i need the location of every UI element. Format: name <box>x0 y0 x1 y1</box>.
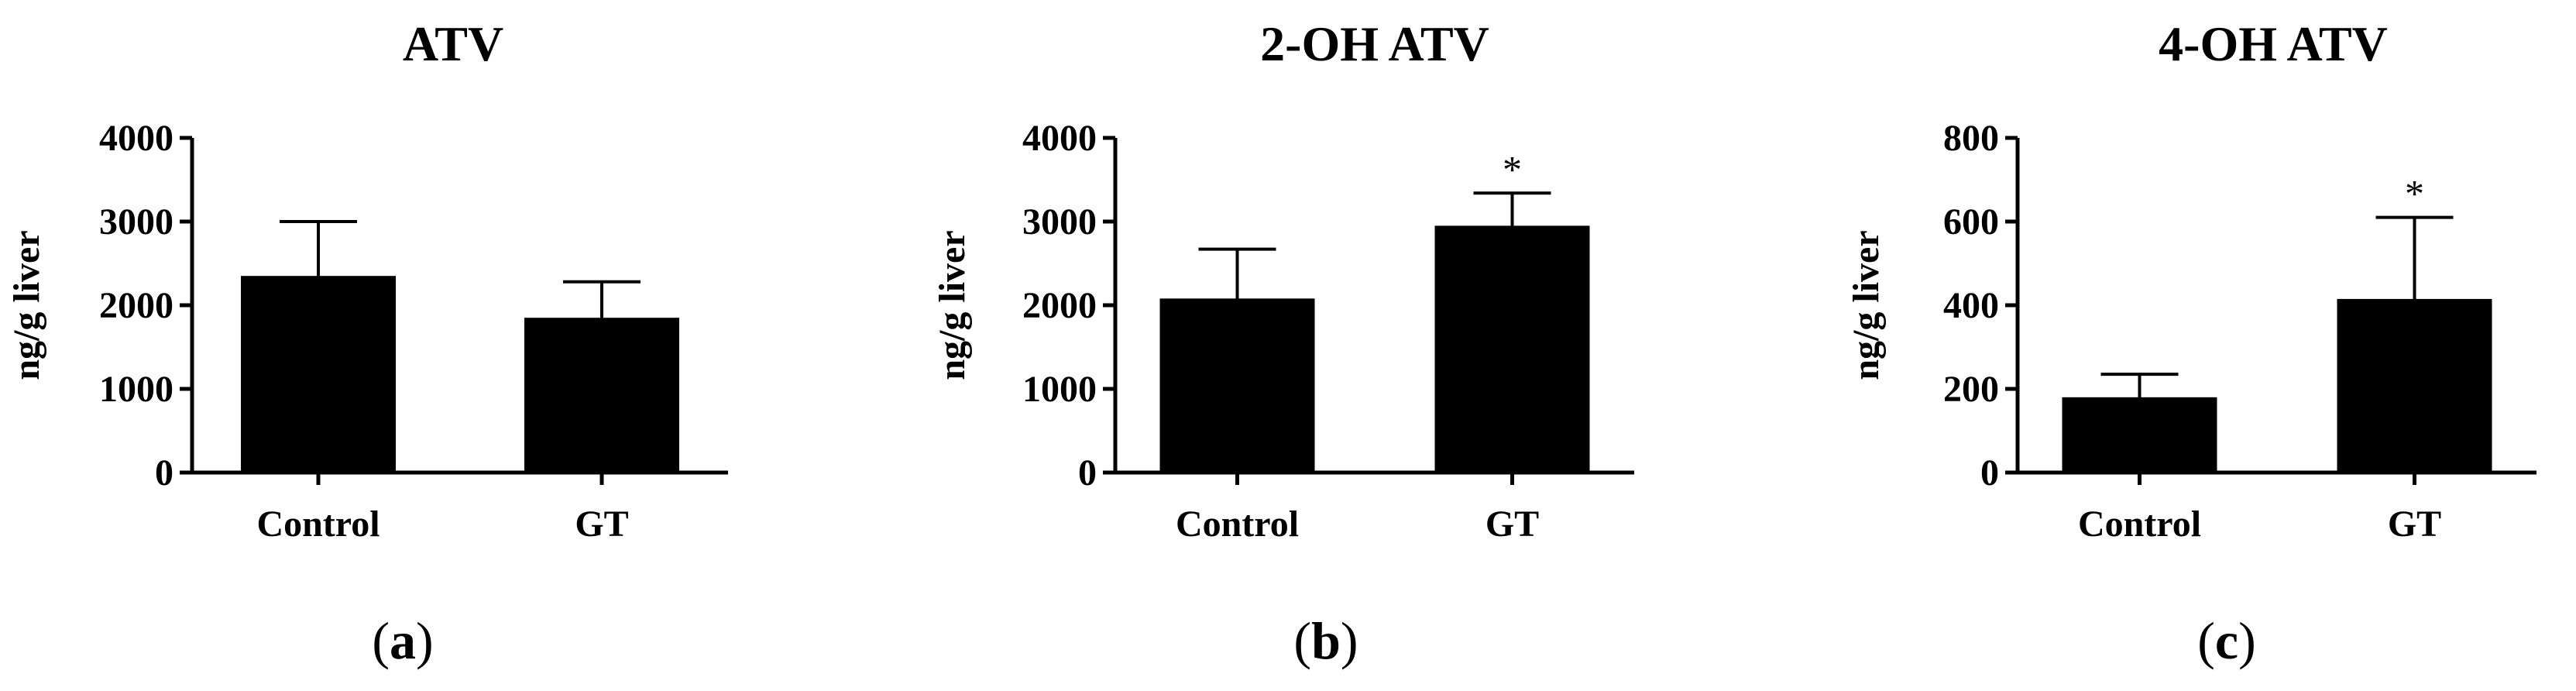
y-tick-label: 2000 <box>99 285 173 326</box>
y-tick-label: 200 <box>1943 369 1999 410</box>
y-tick-label: 1000 <box>1022 369 1097 410</box>
y-axis-label-c: ng/g liver <box>1846 230 1887 380</box>
x-tick-label-gt: GT <box>2388 504 2441 545</box>
y-tick-label: 1000 <box>99 369 173 410</box>
significance-marker: * <box>2405 172 2424 215</box>
y-tick-label: 800 <box>1943 118 1999 159</box>
y-tick-label: 3000 <box>1022 201 1097 242</box>
y-tick-label: 600 <box>1943 201 1999 242</box>
x-tick-label-control: Control <box>1176 504 1299 545</box>
y-tick-label: 4000 <box>1022 118 1097 159</box>
bar-control <box>241 276 396 473</box>
y-tick-label: 0 <box>1980 452 1999 493</box>
panel-label-b: (b) <box>1293 611 1358 670</box>
y-tick-label: 400 <box>1943 285 1999 326</box>
y-tick-label: 0 <box>1078 452 1097 493</box>
panel-label-c: (c) <box>2197 611 2256 670</box>
y-tick-label: 0 <box>155 452 173 493</box>
chart-title-b: 2-OH ATV <box>1260 16 1489 71</box>
panel-label-a: (a) <box>372 611 433 670</box>
chart-title-c: 4-OH ATV <box>2159 16 2388 71</box>
y-axis-label-a: ng/g liver <box>6 230 47 380</box>
x-tick-label-control: Control <box>2078 504 2201 545</box>
x-tick-label-gt: GT <box>1485 504 1539 545</box>
y-axis-label-b: ng/g liver <box>932 230 973 380</box>
y-tick-label: 4000 <box>99 118 173 159</box>
y-tick-label: 3000 <box>99 201 173 242</box>
chart-title-a: ATV <box>403 16 503 71</box>
y-tick-label: 2000 <box>1022 285 1097 326</box>
x-tick-label-gt: GT <box>575 504 628 545</box>
bar-gt <box>1434 225 1590 473</box>
x-tick-label-control: Control <box>256 504 380 545</box>
significance-marker: * <box>1503 147 1522 191</box>
